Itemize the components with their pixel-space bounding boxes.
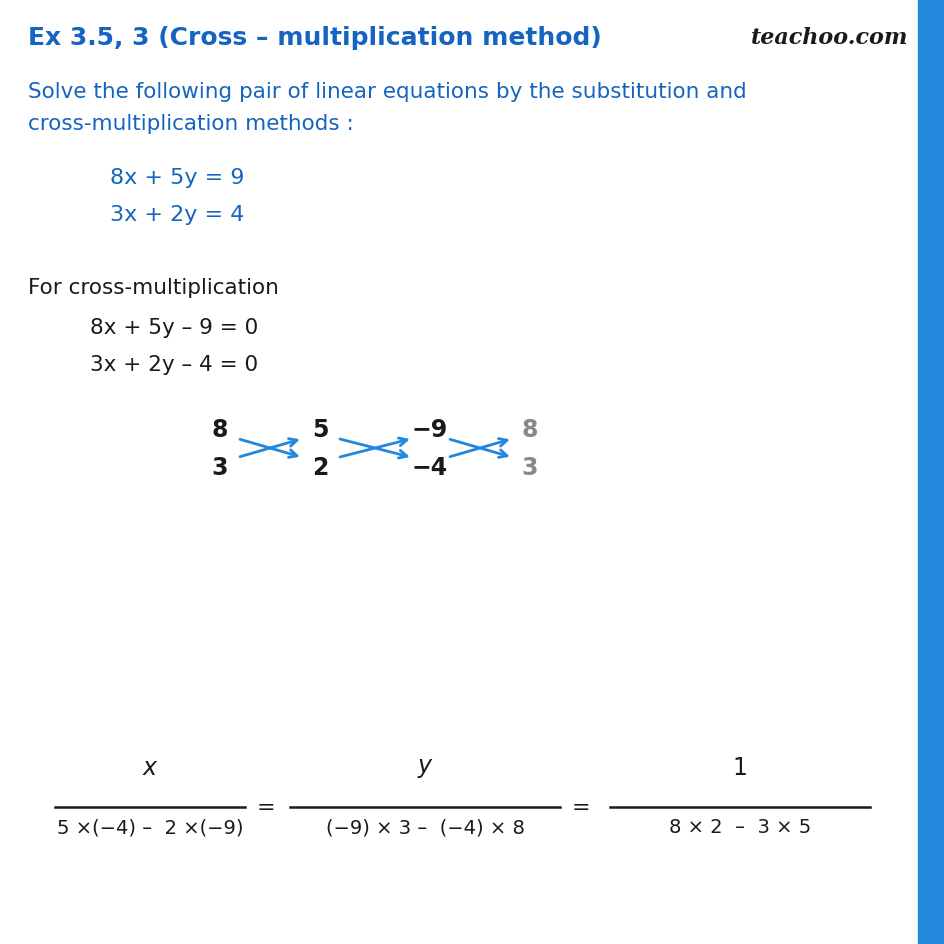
Text: 5: 5 <box>312 417 328 442</box>
Text: 8x + 5y = 9: 8x + 5y = 9 <box>110 168 244 188</box>
Text: 1: 1 <box>732 755 747 779</box>
Text: cross-multiplication methods :: cross-multiplication methods : <box>28 114 353 134</box>
Text: 3: 3 <box>521 456 538 480</box>
Text: For cross-multiplication: For cross-multiplication <box>28 278 278 297</box>
Text: 8 × 2  –  3 × 5: 8 × 2 – 3 × 5 <box>668 818 810 836</box>
Text: 8: 8 <box>211 417 228 442</box>
Text: 5 ×(−4) –  2 ×(−9): 5 ×(−4) – 2 ×(−9) <box>57 818 243 836</box>
Text: 3x + 2y = 4: 3x + 2y = 4 <box>110 205 244 225</box>
Text: $y$: $y$ <box>416 755 433 779</box>
Text: 2: 2 <box>312 456 328 480</box>
Text: 8: 8 <box>521 417 538 442</box>
Text: 8x + 5y – 9 = 0: 8x + 5y – 9 = 0 <box>90 318 258 338</box>
Text: 3: 3 <box>211 456 228 480</box>
Text: Ex 3.5, 3 (Cross – multiplication method): Ex 3.5, 3 (Cross – multiplication method… <box>28 26 601 50</box>
Bar <box>917 0 944 944</box>
Text: −9: −9 <box>412 417 447 442</box>
Text: Solve the following pair of linear equations by the substitution and: Solve the following pair of linear equat… <box>28 82 746 102</box>
Text: −4: −4 <box>412 456 447 480</box>
Text: teachoo.com: teachoo.com <box>750 27 907 49</box>
Text: 3x + 2y – 4 = 0: 3x + 2y – 4 = 0 <box>90 355 258 375</box>
Text: (−9) × 3 –  (−4) × 8: (−9) × 3 – (−4) × 8 <box>326 818 524 836</box>
Text: $x$: $x$ <box>142 755 159 779</box>
Text: =: = <box>257 797 276 818</box>
Text: =: = <box>571 797 590 818</box>
